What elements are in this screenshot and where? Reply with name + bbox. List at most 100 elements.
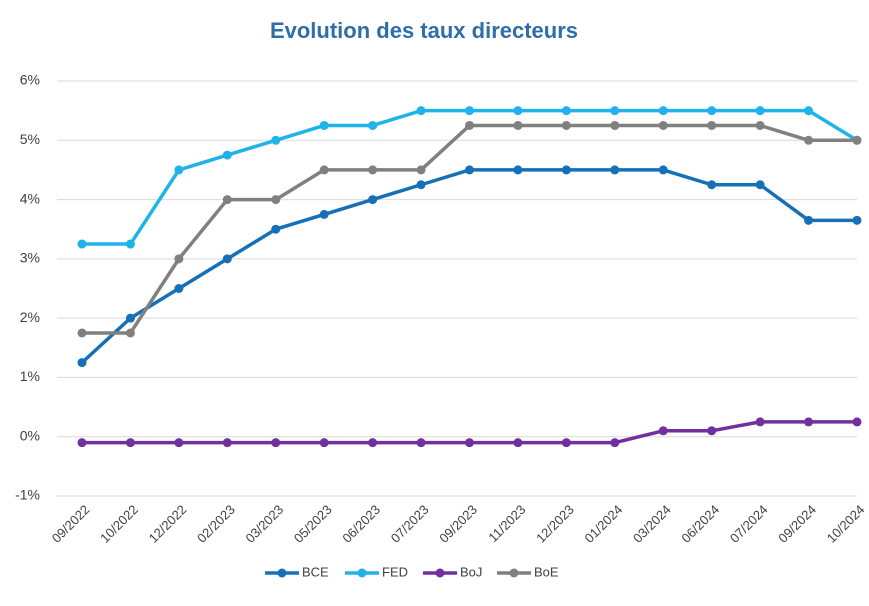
data-point	[658, 120, 668, 130]
data-point	[561, 120, 571, 130]
data-point	[755, 180, 765, 190]
data-point	[174, 438, 184, 448]
legend-label: BoE	[534, 564, 559, 579]
data-point	[852, 215, 862, 225]
legend-marker	[277, 568, 287, 578]
legend-label: BCE	[302, 564, 329, 579]
data-point	[368, 195, 378, 205]
data-point	[174, 165, 184, 175]
data-point	[465, 165, 474, 175]
data-point	[465, 106, 474, 116]
data-point	[804, 135, 814, 145]
y-tick-label: 2%	[20, 309, 40, 325]
data-point	[125, 328, 135, 338]
data-point	[707, 426, 717, 436]
data-point	[416, 438, 426, 448]
data-point	[610, 165, 620, 175]
data-point	[610, 120, 620, 130]
y-tick-label: 1%	[20, 368, 40, 384]
data-point	[513, 438, 523, 448]
data-point	[852, 135, 862, 145]
data-point	[416, 180, 426, 190]
series-line	[82, 123, 857, 335]
data-point	[222, 150, 232, 160]
data-point	[610, 106, 620, 116]
data-point	[271, 224, 281, 234]
y-tick-label: -1%	[15, 487, 40, 503]
data-point	[707, 180, 717, 190]
x-tick-label: 03/2023	[242, 502, 286, 546]
data-point	[125, 438, 135, 448]
data-point	[852, 417, 862, 427]
legend-marker	[509, 568, 519, 578]
data-point	[222, 195, 232, 205]
data-point	[271, 438, 281, 448]
y-tick-label: 6%	[20, 72, 40, 88]
data-point	[77, 328, 87, 338]
data-point	[755, 120, 765, 130]
data-point	[368, 165, 378, 175]
x-tick-label: 07/2024	[727, 502, 771, 546]
data-point	[465, 438, 474, 448]
data-point	[416, 106, 426, 116]
x-tick-label: 10/2022	[97, 502, 141, 546]
x-tick-label: 09/2022	[49, 502, 93, 546]
data-point	[271, 195, 281, 205]
data-point	[804, 215, 814, 225]
data-point	[77, 358, 87, 368]
data-point	[707, 120, 717, 130]
series-line	[82, 108, 858, 246]
data-point	[755, 106, 765, 116]
data-point	[125, 313, 135, 323]
data-point	[610, 438, 620, 448]
data-point	[804, 417, 814, 427]
data-point	[77, 438, 87, 448]
x-tick-label: 09/2024	[775, 502, 819, 546]
x-tick-label: 03/2024	[630, 502, 674, 546]
legend-label: FED	[382, 564, 408, 579]
x-tick-label: 05/2023	[291, 502, 335, 546]
data-point	[368, 438, 378, 448]
data-point	[271, 135, 281, 145]
chart-title: Evolution des taux directeurs	[270, 18, 578, 43]
x-tick-label: 11/2023	[485, 502, 528, 545]
data-point	[561, 438, 571, 448]
data-point	[319, 438, 329, 448]
y-tick-label: 3%	[20, 250, 40, 266]
x-tick-label: 02/2023	[194, 502, 238, 546]
x-tick-label: 10/2024	[824, 502, 868, 546]
data-point	[707, 106, 717, 116]
data-point	[465, 120, 474, 130]
y-tick-label: 5%	[20, 131, 40, 147]
data-point	[125, 239, 135, 249]
data-point	[319, 120, 329, 130]
x-tick-label: 07/2023	[388, 502, 432, 546]
data-point	[561, 165, 571, 175]
x-tick-label: 01/2024	[582, 502, 626, 546]
data-point	[319, 165, 329, 175]
x-tick-label: 06/2023	[339, 502, 383, 546]
y-tick-label: 0%	[20, 427, 40, 443]
data-point	[368, 120, 378, 130]
data-point	[561, 106, 571, 116]
legend-marker	[357, 568, 367, 578]
data-point	[174, 254, 184, 264]
data-point	[658, 426, 668, 436]
data-point	[804, 106, 814, 116]
data-point	[513, 120, 523, 130]
data-point	[222, 254, 232, 264]
data-point	[222, 438, 232, 448]
x-tick-label: 06/2024	[678, 502, 722, 546]
data-point	[513, 165, 523, 175]
y-tick-label: 4%	[20, 190, 40, 206]
data-point	[658, 165, 668, 175]
x-tick-label: 12/2023	[533, 502, 577, 546]
data-point	[174, 284, 184, 293]
data-point	[77, 239, 87, 249]
data-point	[658, 106, 668, 116]
legend-marker	[435, 568, 445, 578]
data-point	[513, 106, 523, 116]
legend-label: BoJ	[460, 564, 482, 579]
x-tick-label: 09/2023	[436, 502, 480, 546]
